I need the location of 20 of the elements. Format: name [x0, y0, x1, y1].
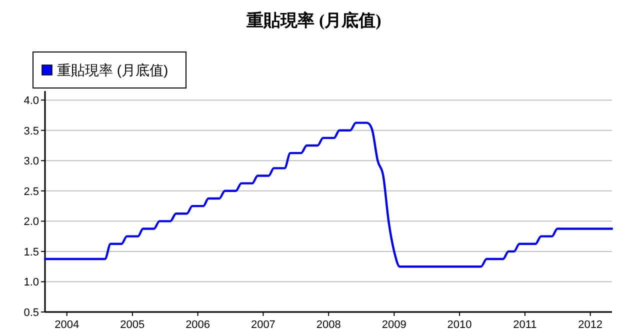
- x-tick-label: 2012: [578, 319, 603, 331]
- x-tick-label: 2008: [316, 319, 341, 331]
- chart-title: 重貼現率 (月底值): [246, 11, 382, 30]
- y-tick-label: 0.5: [24, 307, 39, 319]
- x-tick-label: 2007: [250, 319, 276, 331]
- x-tick-label: 2010: [447, 319, 472, 331]
- x-tick-label: 2004: [54, 319, 80, 331]
- x-tick-label: 2005: [120, 319, 145, 331]
- y-tick-label: 3.0: [24, 156, 39, 168]
- y-tick-label: 2.5: [24, 186, 39, 198]
- x-tick-label: 2009: [382, 319, 406, 331]
- y-tick-label: 4.0: [24, 95, 39, 108]
- y-tick-label: 1.5: [24, 246, 39, 258]
- y-tick-label: 2.0: [24, 216, 39, 228]
- legend-label: 重貼現率 (月底值): [57, 62, 168, 78]
- x-tick-label: 2006: [186, 319, 210, 331]
- x-tick-label: 2011: [513, 319, 537, 331]
- y-tick-label: 3.5: [24, 125, 39, 138]
- legend: 重貼現率 (月底值): [32, 52, 186, 88]
- y-tick-label: 1.0: [24, 276, 39, 289]
